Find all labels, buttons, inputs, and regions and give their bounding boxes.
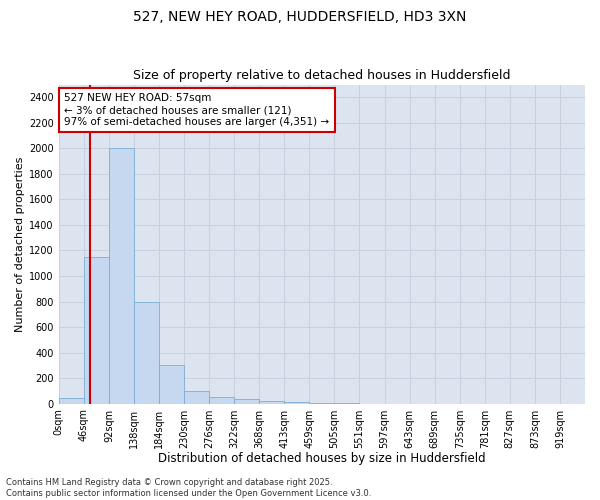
Title: Size of property relative to detached houses in Huddersfield: Size of property relative to detached ho… xyxy=(133,69,511,82)
Text: Contains HM Land Registry data © Crown copyright and database right 2025.
Contai: Contains HM Land Registry data © Crown c… xyxy=(6,478,371,498)
Bar xyxy=(159,366,184,404)
Text: 527, NEW HEY ROAD, HUDDERSFIELD, HD3 3XN: 527, NEW HEY ROAD, HUDDERSFIELD, HD3 3XN xyxy=(133,10,467,24)
Bar xyxy=(59,398,84,404)
Bar xyxy=(209,397,234,404)
Bar xyxy=(234,399,259,404)
Bar xyxy=(84,257,109,404)
Bar xyxy=(284,402,310,404)
Bar xyxy=(259,401,284,404)
Bar xyxy=(109,148,134,404)
Bar xyxy=(134,302,159,404)
Bar xyxy=(310,403,334,404)
Bar xyxy=(184,391,209,404)
Text: 527 NEW HEY ROAD: 57sqm
← 3% of detached houses are smaller (121)
97% of semi-de: 527 NEW HEY ROAD: 57sqm ← 3% of detached… xyxy=(64,94,329,126)
Y-axis label: Number of detached properties: Number of detached properties xyxy=(15,156,25,332)
X-axis label: Distribution of detached houses by size in Huddersfield: Distribution of detached houses by size … xyxy=(158,452,486,465)
